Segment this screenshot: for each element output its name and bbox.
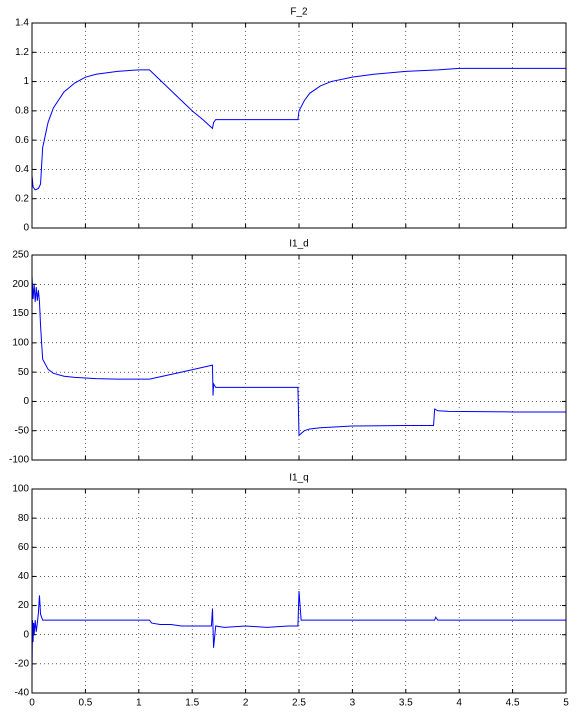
data-line bbox=[31, 67, 566, 191]
chart-title: I1_d bbox=[289, 239, 308, 250]
y-tick-label: -50 bbox=[15, 425, 30, 436]
y-tick-label: -40 bbox=[15, 688, 30, 699]
y-tick-label: 40 bbox=[18, 571, 30, 582]
data-line bbox=[31, 590, 566, 676]
x-tick-label: 1 bbox=[136, 698, 142, 709]
x-tick-label: 2.5 bbox=[292, 698, 306, 709]
y-tick-label: 0.4 bbox=[15, 164, 29, 175]
y-tick-label: 200 bbox=[12, 279, 29, 290]
x-tick-label: 0.5 bbox=[78, 698, 92, 709]
y-tick-label: 0.8 bbox=[15, 105, 29, 116]
y-tick-label: 0.2 bbox=[15, 193, 29, 204]
data-line bbox=[31, 275, 566, 437]
axes-frame bbox=[31, 254, 567, 461]
y-tick-label: 0 bbox=[23, 629, 29, 640]
y-tick-label: 1.4 bbox=[15, 18, 29, 29]
y-tick-label: 0.6 bbox=[15, 135, 29, 146]
x-tick-label: 1.5 bbox=[185, 698, 199, 709]
y-tick-label: 100 bbox=[12, 337, 29, 348]
x-tick-label: 2 bbox=[243, 698, 249, 709]
y-tick-label: 0 bbox=[23, 396, 29, 407]
x-tick-label: 3 bbox=[350, 698, 356, 709]
y-tick-label: -20 bbox=[15, 658, 30, 669]
y-tick-label: 150 bbox=[12, 308, 29, 319]
axes-background bbox=[32, 23, 566, 228]
x-tick-label: 4.5 bbox=[506, 698, 520, 709]
x-tick-label: 5 bbox=[563, 698, 569, 709]
y-tick-label: 250 bbox=[12, 250, 29, 261]
x-tick-label: 4 bbox=[456, 698, 462, 709]
y-tick-label: 20 bbox=[18, 600, 30, 611]
axes-frame bbox=[31, 22, 567, 229]
y-tick-label: -100 bbox=[9, 455, 29, 466]
y-tick-label: 0 bbox=[23, 223, 29, 234]
y-tick-label: 1.2 bbox=[15, 47, 29, 58]
x-tick-label: 3.5 bbox=[399, 698, 413, 709]
y-tick-label: 50 bbox=[18, 367, 30, 378]
chart-title: I1_q bbox=[289, 473, 308, 484]
y-tick-label: 1 bbox=[23, 76, 29, 87]
y-tick-label: 60 bbox=[18, 542, 30, 553]
chart-title: F_2 bbox=[290, 7, 308, 18]
x-tick-label: 0 bbox=[29, 698, 35, 709]
axes-frame bbox=[31, 488, 567, 694]
y-tick-label: 80 bbox=[18, 513, 30, 524]
y-tick-label: 100 bbox=[12, 484, 29, 495]
